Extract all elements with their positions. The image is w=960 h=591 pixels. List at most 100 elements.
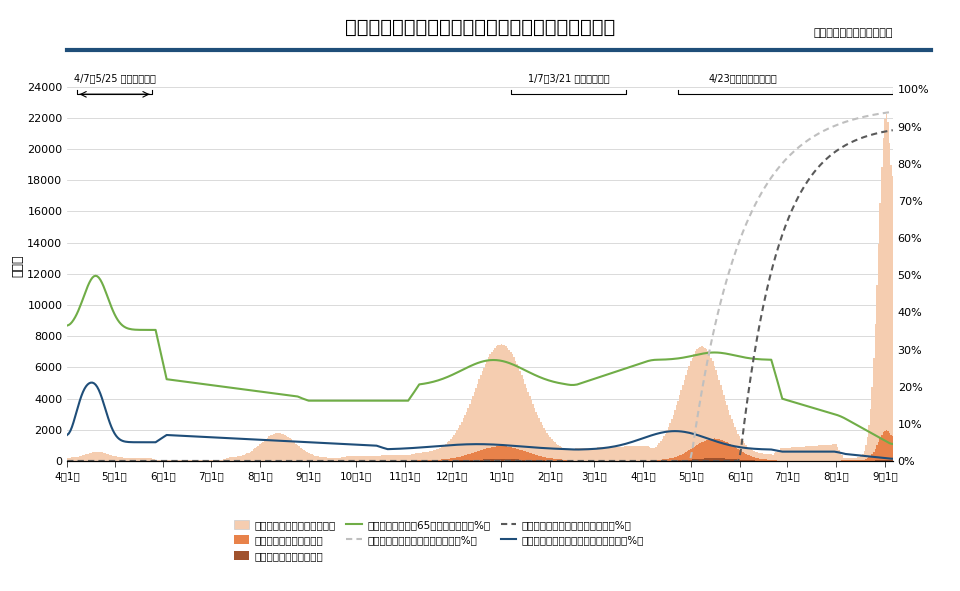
- Bar: [514, 459, 515, 461]
- Bar: [532, 404, 534, 461]
- Bar: [873, 358, 875, 461]
- Bar: [536, 411, 537, 461]
- Bar: [830, 444, 832, 461]
- Bar: [730, 415, 731, 461]
- Bar: [801, 447, 802, 461]
- Bar: [671, 458, 673, 461]
- Bar: [712, 362, 713, 461]
- Bar: [855, 457, 857, 461]
- Bar: [838, 450, 840, 461]
- Bar: [470, 460, 472, 461]
- Bar: [704, 441, 706, 461]
- Bar: [265, 439, 267, 461]
- Bar: [505, 346, 507, 461]
- Bar: [448, 459, 450, 461]
- Bar: [624, 446, 625, 461]
- Bar: [367, 456, 368, 461]
- Bar: [473, 460, 475, 461]
- Bar: [876, 445, 877, 461]
- Bar: [540, 460, 541, 461]
- Bar: [656, 460, 657, 461]
- Bar: [886, 430, 887, 461]
- Bar: [416, 460, 417, 461]
- Bar: [700, 346, 701, 461]
- Bar: [842, 460, 843, 461]
- Bar: [172, 460, 174, 461]
- Bar: [769, 460, 771, 461]
- Bar: [549, 437, 551, 461]
- Bar: [678, 456, 679, 461]
- Bar: [539, 418, 540, 461]
- Bar: [434, 460, 436, 461]
- Bar: [515, 361, 516, 461]
- Bar: [417, 460, 419, 461]
- Bar: [465, 460, 466, 461]
- Bar: [466, 411, 468, 461]
- Bar: [620, 447, 622, 461]
- Bar: [468, 454, 470, 461]
- Bar: [429, 460, 431, 461]
- Bar: [490, 459, 492, 461]
- Bar: [833, 444, 835, 461]
- Bar: [335, 458, 336, 461]
- Bar: [482, 371, 483, 461]
- Bar: [750, 449, 752, 461]
- Bar: [509, 459, 510, 461]
- Bar: [700, 459, 701, 461]
- Bar: [684, 460, 685, 461]
- Bar: [118, 457, 120, 461]
- Bar: [611, 447, 612, 461]
- Bar: [536, 455, 537, 461]
- Bar: [402, 455, 404, 461]
- Bar: [137, 458, 139, 461]
- Bar: [881, 167, 882, 461]
- Bar: [494, 348, 495, 461]
- Bar: [734, 447, 735, 461]
- Bar: [762, 454, 764, 461]
- Bar: [543, 427, 544, 461]
- Bar: [485, 364, 487, 461]
- Bar: [728, 443, 730, 461]
- Bar: [428, 452, 429, 461]
- Bar: [303, 450, 304, 461]
- Bar: [507, 348, 509, 461]
- Bar: [338, 458, 340, 461]
- Bar: [762, 459, 764, 461]
- Bar: [642, 446, 644, 461]
- Bar: [813, 446, 815, 461]
- Bar: [159, 460, 161, 461]
- Bar: [500, 446, 502, 461]
- Bar: [818, 446, 820, 461]
- Bar: [154, 459, 155, 461]
- Bar: [779, 450, 780, 461]
- Bar: [308, 453, 309, 461]
- Bar: [385, 455, 387, 461]
- Text: 4/23～　緊急事態宣言: 4/23～ 緊急事態宣言: [708, 73, 777, 83]
- Bar: [358, 456, 360, 461]
- Bar: [713, 439, 715, 461]
- Text: 4/7～5/25 緊急事態宣言: 4/7～5/25 緊急事態宣言: [74, 73, 156, 83]
- Bar: [845, 460, 846, 461]
- Bar: [345, 457, 346, 461]
- Bar: [250, 452, 252, 461]
- Bar: [892, 436, 894, 461]
- Bar: [750, 456, 752, 461]
- Bar: [546, 433, 548, 461]
- Bar: [529, 453, 531, 461]
- Bar: [686, 460, 688, 461]
- Bar: [441, 459, 443, 461]
- Bar: [519, 450, 521, 461]
- Bar: [225, 459, 226, 461]
- Bar: [487, 459, 488, 461]
- Bar: [636, 446, 637, 461]
- Bar: [570, 460, 571, 461]
- Bar: [541, 456, 543, 461]
- Bar: [424, 460, 426, 461]
- Bar: [83, 456, 84, 461]
- Bar: [735, 449, 737, 461]
- Bar: [717, 375, 718, 461]
- Bar: [781, 448, 783, 461]
- Bar: [722, 440, 723, 461]
- Bar: [850, 458, 851, 461]
- Bar: [597, 447, 598, 461]
